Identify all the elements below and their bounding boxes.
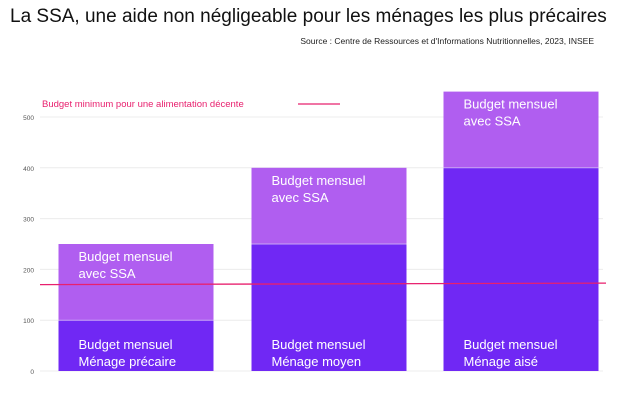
bar-segment-base: [58, 320, 214, 371]
bar-label-base: Budget mensuel Ménage moyen: [272, 337, 366, 369]
bar-label-ssa: Budget mensuel avec SSA: [79, 249, 173, 281]
bar-segment-ssa: [251, 167, 407, 244]
bar-segment-base: [251, 244, 407, 371]
bar-label-base: Budget mensuel Ménage précaire: [79, 337, 177, 369]
bar-segment-ssa: [58, 244, 214, 321]
bar-label-ssa: Budget mensuel avec SSA: [272, 173, 366, 205]
y-tick-label: 400: [23, 166, 34, 173]
bar-segment-base: [443, 167, 599, 371]
y-tick-label: 100: [23, 318, 34, 325]
y-tick-label: 300: [23, 217, 34, 224]
bar-segment-ssa: [443, 91, 599, 168]
y-tick-label: 0: [30, 369, 34, 376]
reference-line: [39, 282, 607, 286]
chart-title: La SSA, une aide non négligeable pour le…: [10, 6, 607, 27]
bar-label-ssa: Budget mensuel avec SSA: [464, 97, 558, 129]
reference-line-label: Budget minimum pour une alimentation déc…: [42, 99, 244, 110]
chart-source: Source : Centre de Ressources et d'Infor…: [300, 36, 594, 46]
y-tick-label: 200: [23, 267, 34, 274]
bar-label-base: Budget mensuel Ménage aisé: [464, 337, 558, 369]
y-tick-label: 500: [23, 115, 34, 122]
